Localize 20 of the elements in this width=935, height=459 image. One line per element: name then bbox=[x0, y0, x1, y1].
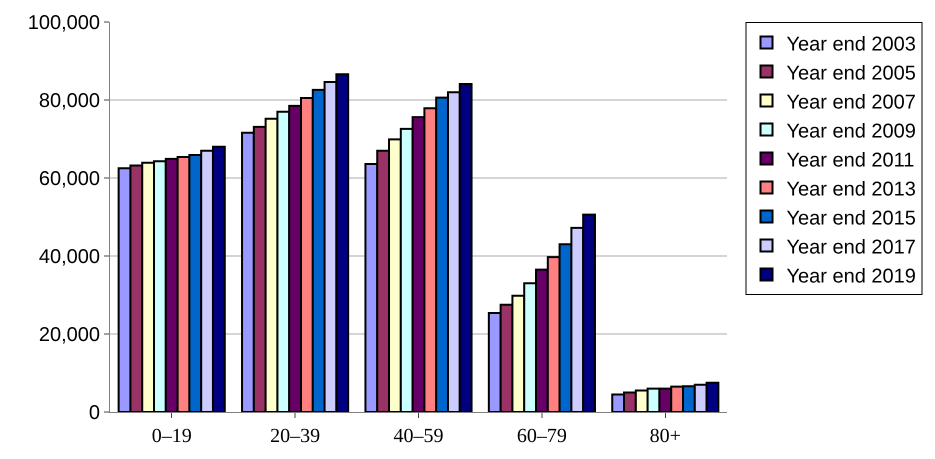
y-tick-label: 20,000 bbox=[38, 324, 100, 346]
x-tick-label: 0–19 bbox=[152, 425, 192, 447]
legend-label: Year end 2011 bbox=[786, 149, 914, 172]
legend-label: Year end 2013 bbox=[786, 178, 916, 200]
y-tick-label: 40,000 bbox=[38, 246, 100, 268]
x-tick-label: 60–79 bbox=[516, 425, 567, 447]
legend-label: Year end 2015 bbox=[786, 207, 916, 230]
y-tick-label: 100,000 bbox=[28, 12, 100, 34]
legend-label: Year end 2003 bbox=[786, 33, 916, 56]
x-tick-label: 20–39 bbox=[270, 425, 320, 447]
y-tick-label: 60,000 bbox=[38, 168, 100, 190]
legend-label: Year end 2009 bbox=[786, 120, 916, 142]
x-tick-label: 80+ bbox=[650, 425, 681, 447]
legend-label: Year end 2005 bbox=[786, 62, 916, 84]
legend-label: Year end 2007 bbox=[786, 91, 916, 114]
y-tick-label: 0 bbox=[88, 402, 100, 424]
x-tick-label: 40–59 bbox=[394, 425, 444, 447]
y-tick-label: 80,000 bbox=[38, 90, 100, 112]
legend-label: Year end 2019 bbox=[786, 265, 916, 288]
legend-label: Year end 2017 bbox=[786, 236, 916, 258]
